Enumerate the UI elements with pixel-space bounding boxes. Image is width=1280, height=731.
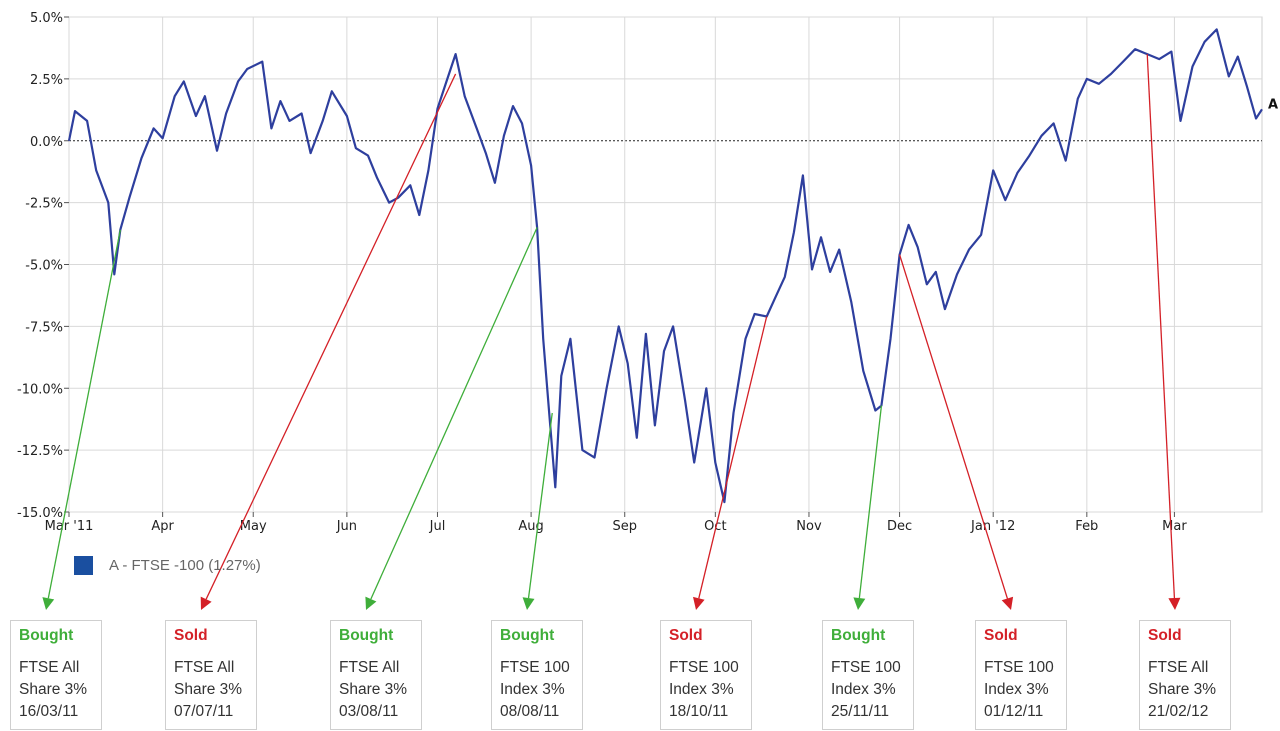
trade-date: 18/10/11 [669,703,729,720]
trade-detail: FTSE 100 [831,659,901,676]
trade-box: Sold FTSE All Share 3% 07/07/11 [165,620,257,730]
series-end-label: A [1268,97,1278,112]
y-tick-label: -5.0% [25,259,63,274]
x-tick-label: Nov [796,519,822,534]
trade-box: Sold FTSE 100 Index 3% 01/12/11 [975,620,1067,730]
chart-legend: A - FTSE -100 (1.27%) [74,556,261,575]
trade-date: 07/07/11 [174,703,234,720]
trade-action: Bought [500,627,555,644]
y-tick-label: -7.5% [25,320,63,335]
trade-action: Bought [19,627,74,644]
trade-arrow-line [527,412,553,599]
trade-action: Bought [831,627,886,644]
trade-box: Bought FTSE 100 Index 3% 25/11/11 [822,620,914,730]
trade-arrows [42,54,1181,610]
trade-arrow-line [898,254,1009,599]
x-axis-ticks: Mar '11 Apr May Jun Jul Aug Sep Oct Nov Dec Jan '1… [45,512,1187,534]
trade-arrow-line [1146,54,1176,599]
trade-date: 01/12/11 [984,703,1044,720]
trade-detail: Share 3% [174,681,243,698]
x-tick-label: Mar [1162,519,1187,534]
trade-detail: Share 3% [339,681,408,698]
trade-arrow-line [47,229,121,599]
x-tick-label: Jul [429,519,446,534]
y-tick-label: -12.5% [17,444,63,459]
trade-arrow-line [205,73,457,600]
trade-arrow-head [365,596,377,610]
trade-detail: Index 3% [500,681,565,698]
y-tick-label: 5.0% [30,11,63,26]
y-tick-label: -10.0% [17,382,63,397]
series-layer: A [67,28,1278,504]
y-tick-label: -15.0% [17,506,63,521]
trade-detail: FTSE All [339,659,400,676]
trade-arrow-head [1168,597,1181,610]
trade-detail: Share 3% [1148,681,1217,698]
trade-box: Bought FTSE All Share 3% 16/03/11 [10,620,102,730]
trade-date: 21/02/12 [1148,703,1209,720]
x-tick-label: Aug [518,519,543,534]
y-tick-label: 0.0% [30,135,63,150]
x-tick-label: Apr [151,519,174,534]
trade-detail: FTSE 100 [500,659,570,676]
trade-action: Sold [1148,627,1182,644]
x-tick-label: Feb [1075,519,1098,534]
trade-box: Sold FTSE 100 Index 3% 18/10/11 [660,620,752,730]
x-tick-label: Oct [704,519,726,534]
series-line [67,28,1263,504]
x-tick-label: Jan '12 [970,519,1015,534]
trade-detail: Share 3% [19,681,88,698]
x-tick-label: Mar '11 [45,519,94,534]
y-tick-label: -2.5% [25,197,63,212]
trade-arrow-head [42,597,55,610]
trade-box: Bought FTSE 100 Index 3% 08/08/11 [491,620,583,730]
trade-arrow-head [522,597,535,610]
trade-date: 08/08/11 [500,703,560,720]
trade-detail: Index 3% [669,681,734,698]
legend-swatch [74,556,93,575]
trade-action: Sold [174,627,208,644]
y-tick-label: 2.5% [30,73,63,88]
trade-detail: FTSE All [19,659,80,676]
trade-arrow-line [370,227,538,600]
x-tick-label: Jun [336,519,357,534]
trade-arrow-line [858,405,883,599]
trade-detail: FTSE 100 [984,659,1054,676]
trade-detail: FTSE 100 [669,659,739,676]
chart-grid [68,16,1263,513]
trade-detail: Index 3% [831,681,896,698]
trade-arrow-head [1001,596,1014,610]
trade-action: Bought [339,627,394,644]
x-tick-label: Sep [612,519,637,534]
x-tick-label: Dec [887,519,912,534]
trade-detail: Index 3% [984,681,1049,698]
trade-arrow-head [693,596,705,610]
trade-action: Sold [984,627,1018,644]
trade-box: Bought FTSE All Share 3% 03/08/11 [330,620,422,730]
trade-box: Sold FTSE All Share 3% 21/02/12 [1139,620,1231,730]
legend-label: A - FTSE -100 (1.27%) [109,557,261,574]
x-tick-label: May [240,519,267,534]
trade-arrow-line [698,316,768,599]
trade-date: 16/03/11 [19,703,79,720]
y-axis-ticks: 5.0% 2.5% 0.0% -2.5% -5.0% -7.5% -10.0% -12.5% -… [17,11,69,521]
trade-date: 25/11/11 [831,703,890,720]
performance-chart: 5.0% 2.5% 0.0% -2.5% -5.0% -7.5% -10.0% -12.5% -… [17,11,1278,610]
trade-arrow-head [853,597,866,610]
trade-arrow-head [200,596,212,610]
trade-date: 03/08/11 [339,703,399,720]
trade-action: Sold [669,627,703,644]
trade-detail: FTSE All [1148,659,1209,676]
trade-detail: FTSE All [174,659,235,676]
